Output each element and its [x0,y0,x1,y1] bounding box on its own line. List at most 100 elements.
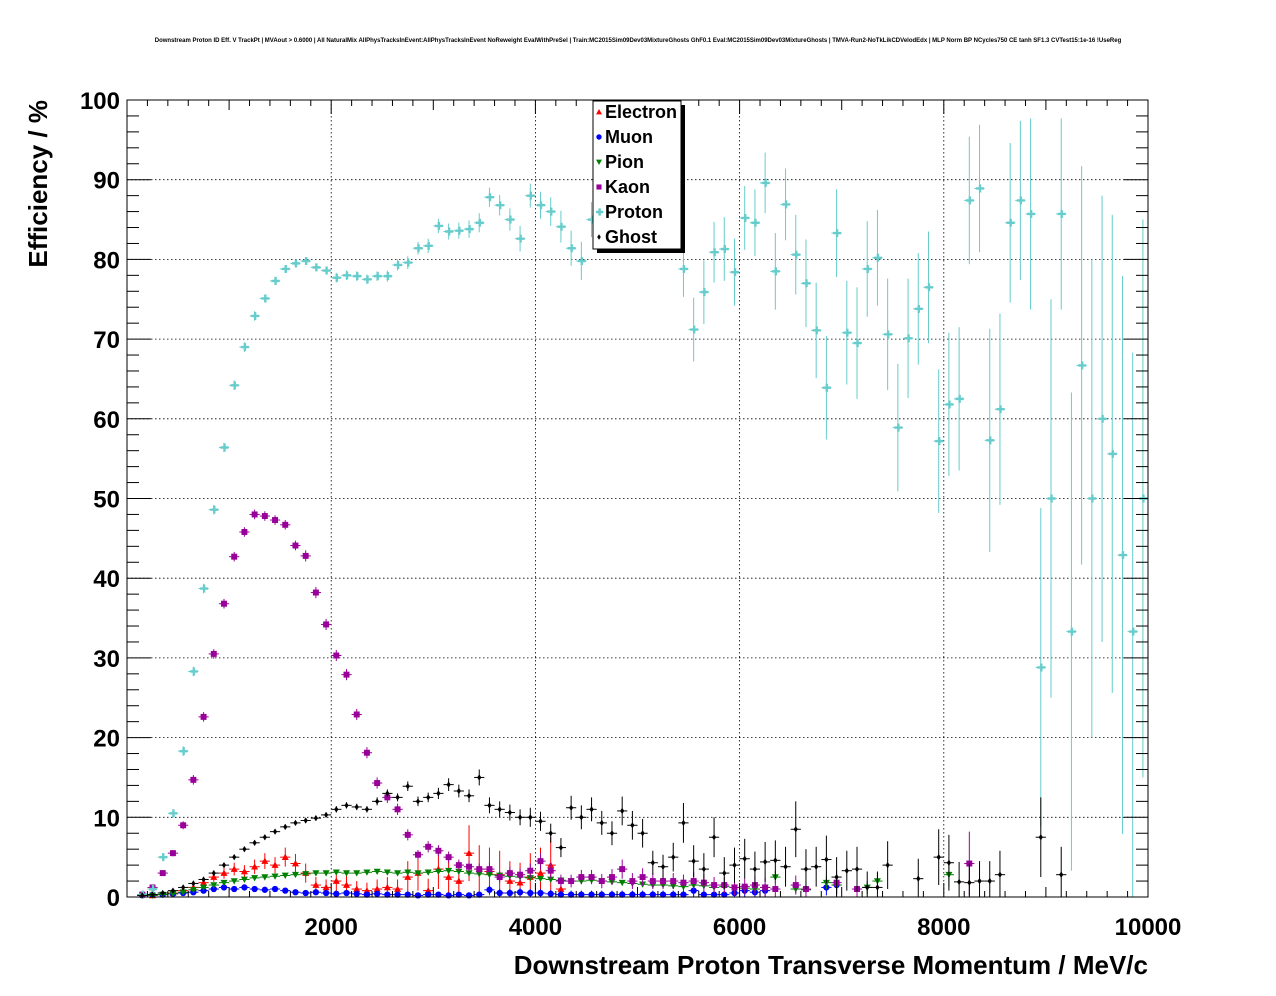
muon-point [504,889,515,897]
pion-point [402,869,413,876]
pion-point [300,871,311,878]
proton-point [1025,118,1036,310]
ghost-point [933,829,944,886]
kaon-point [290,540,301,551]
ghost-point [555,838,567,858]
legend-item-kaon: Kaon [596,177,650,197]
ghost-point [964,862,975,897]
muon-point [280,887,291,894]
proton-point [167,809,179,818]
ghost-point [239,846,250,853]
muon-point [259,886,270,893]
kaon-point [525,863,536,878]
y-tick-label: 10 [93,805,120,832]
proton-point [872,209,883,306]
ghost-point [372,797,383,806]
legend-label: Ghost [605,227,657,247]
proton-point [1076,166,1087,565]
legend-item-muon: Muon [596,127,653,147]
kaon-point [269,515,281,525]
ghost-point [668,842,679,872]
ghost-point [841,850,852,891]
electron-point [239,865,250,878]
proton-point [954,327,965,471]
ghost-point [382,789,393,798]
ghost-point [821,835,832,884]
kaon-point [280,520,291,530]
kaon-point [188,775,199,785]
legend-label: Electron [605,102,677,122]
proton-point [964,136,975,265]
kaon-point [167,849,179,857]
electron-point [290,853,301,874]
proton-point [760,152,771,214]
proton-point [831,189,842,277]
legend: Electron Muon Pion Kaon Proton Ghost [592,100,685,253]
proton-point [892,363,903,492]
proton-point [361,274,373,285]
pion-point [433,868,444,875]
proton-point [423,238,434,254]
legend-box [592,100,682,250]
kaon-point [484,862,495,876]
proton-point [1066,392,1077,871]
muon-point [494,889,505,897]
pion-point [443,867,454,875]
pion-point [351,870,362,877]
x-tick-label: 8000 [917,914,970,941]
proton-point [1127,352,1138,897]
ghost-point [606,821,618,846]
kaon-point [412,849,424,860]
ghost-point [392,793,403,802]
plot-data [137,118,1148,899]
proton-point [463,220,475,238]
proton-point [300,256,311,265]
ghost-point [586,797,597,822]
kaon-point [637,868,648,886]
y-tick-label: 90 [93,168,120,195]
proton-point [290,259,301,268]
proton-point [239,342,250,352]
ghost-point [361,806,373,813]
y-tick-label: 70 [93,327,120,354]
y-axis-label: Efficiency / % [23,100,53,268]
ghost-point [525,807,536,827]
ghost-point [341,802,352,809]
proton-point [708,221,720,283]
ghost-point [974,861,985,897]
ghost-point [331,806,342,813]
kaon-point [463,861,475,873]
kaon-point [668,873,679,890]
electron-point [249,859,260,874]
kaon-point [433,845,444,857]
ghost-point [943,834,955,891]
proton-point [188,666,199,677]
kaon-point [361,747,373,759]
proton-point [821,335,832,440]
pion-point [382,869,393,876]
pion-point [218,879,230,887]
proton-point [1117,276,1128,835]
pion-point [310,870,321,877]
ghost-point [1035,797,1046,878]
ghost-point [229,854,240,861]
muon-point [514,888,526,897]
ghost-point [729,847,740,883]
ghost-point [678,802,689,843]
ghost-point [402,781,413,791]
muon-point [392,891,403,898]
ghost-point [831,857,842,897]
pion-point [535,875,546,883]
ghost-point [811,846,822,887]
series-ghost [137,769,1067,899]
pion-point [280,872,291,879]
ghost-point [535,811,546,831]
ghost-point [954,861,965,897]
proton-point [545,197,556,226]
ghost-point [913,858,924,897]
ghost-point [719,857,730,890]
ghost-point [545,823,556,843]
ghost-point [514,809,526,826]
y-tick-label: 60 [93,407,120,434]
